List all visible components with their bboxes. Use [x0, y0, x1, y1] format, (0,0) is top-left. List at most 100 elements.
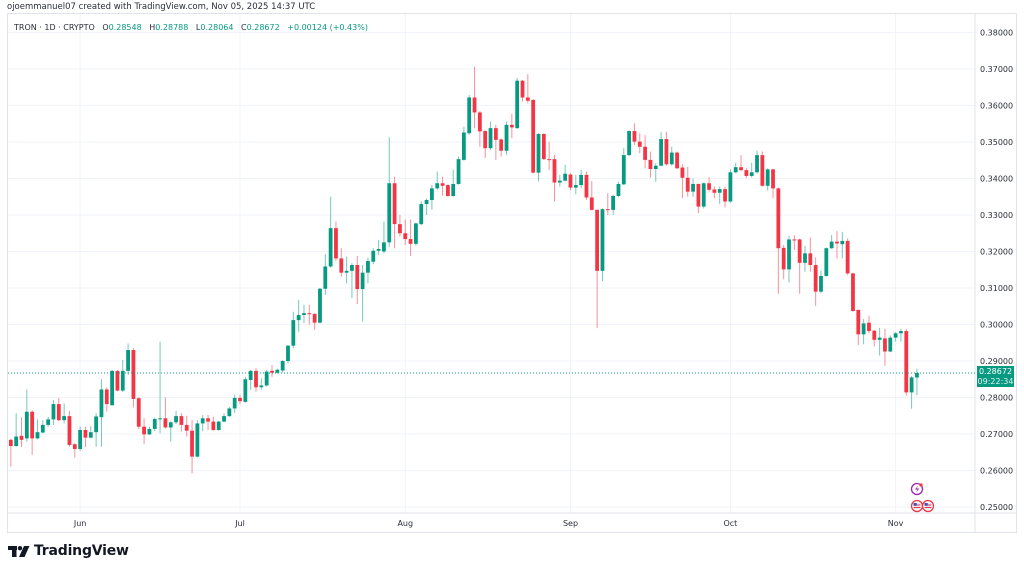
- candle-body: [845, 240, 850, 274]
- lightning-event-icon[interactable]: [910, 482, 924, 496]
- candle-body: [238, 397, 242, 402]
- candle-down: [4, 433, 8, 441]
- candle-up: [40, 420, 45, 434]
- candle-body: [419, 204, 424, 225]
- candle-up: [152, 417, 157, 432]
- candle-up: [456, 156, 461, 185]
- candle-body: [755, 155, 759, 173]
- candle-body: [563, 173, 568, 181]
- candle-body: [717, 189, 722, 193]
- candle-down: [835, 231, 839, 259]
- candle-body: [691, 183, 695, 192]
- candle-up: [915, 368, 919, 396]
- candle-up: [147, 426, 152, 436]
- candle-body: [259, 385, 264, 388]
- candle-up: [563, 164, 568, 182]
- candle-body: [493, 128, 498, 140]
- candle-down: [254, 368, 258, 392]
- candle-body: [136, 398, 141, 427]
- candle-body: [195, 423, 200, 457]
- candle-down: [739, 155, 743, 172]
- time-tick-label: Oct: [723, 519, 737, 528]
- candle-down: [792, 235, 797, 251]
- grid-lines: [8, 14, 975, 513]
- candle-body: [680, 167, 685, 178]
- candle-body: [797, 239, 802, 263]
- candle-down: [781, 244, 786, 280]
- candle-body: [488, 128, 493, 149]
- candle-up: [691, 178, 695, 197]
- us-flag-event-icon[interactable]: [921, 499, 935, 513]
- candle-body: [669, 152, 674, 165]
- candle-up: [174, 411, 178, 425]
- candle-body: [787, 239, 791, 270]
- candle-down: [509, 113, 514, 139]
- candle-down: [142, 418, 146, 444]
- candle-body: [355, 265, 360, 290]
- candle-down: [8, 438, 13, 467]
- open-label: O: [102, 23, 109, 32]
- candle-down: [355, 255, 360, 305]
- candle-up: [126, 343, 130, 375]
- candle-body: [19, 435, 24, 440]
- candle-up: [717, 186, 722, 205]
- candle-body: [408, 239, 413, 244]
- candle-up: [888, 335, 893, 353]
- candle-body: [893, 333, 898, 338]
- candle-body: [286, 345, 290, 361]
- candle-down: [67, 411, 72, 447]
- tradingview-logo[interactable]: TradingView: [8, 543, 129, 559]
- candle-body: [46, 419, 51, 425]
- chart-frame: [7, 13, 1017, 533]
- candle-up: [504, 121, 509, 155]
- candle-body: [414, 223, 418, 244]
- time-tick-label: Jul: [234, 519, 245, 528]
- candle-up: [557, 174, 562, 187]
- candle-body: [152, 419, 157, 429]
- candle-body: [552, 159, 557, 183]
- low-value: 0.28064: [200, 23, 234, 32]
- candle-body: [366, 260, 370, 273]
- candle-up: [24, 389, 29, 442]
- candle-down: [19, 417, 24, 448]
- candle-up: [909, 375, 914, 409]
- candle-down: [190, 420, 194, 474]
- candle-down: [584, 171, 589, 201]
- time-axis[interactable]: Jun Jul Aug Sep Oct Nov: [73, 519, 904, 528]
- candle-down: [56, 397, 61, 422]
- time-tick-label: Jun: [73, 519, 87, 528]
- candle-body: [467, 97, 472, 134]
- candle-down: [744, 168, 749, 179]
- candle-body: [445, 185, 450, 197]
- candle-up: [414, 222, 418, 246]
- candle-up: [861, 319, 866, 345]
- time-tick-label: Nov: [888, 519, 904, 528]
- candle-up: [387, 137, 392, 247]
- candle-body: [584, 174, 589, 198]
- candle-down: [312, 313, 317, 330]
- candle-up: [232, 394, 237, 413]
- candle-body: [829, 241, 834, 249]
- price-tick-label: 0.31000: [980, 284, 1013, 293]
- candle-body: [387, 183, 392, 243]
- candle-body: [264, 371, 269, 386]
- candle-body: [334, 228, 338, 259]
- candle-body: [72, 444, 77, 449]
- close-label: C: [241, 23, 247, 32]
- time-tick-label: Sep: [563, 519, 578, 528]
- candle-up: [893, 332, 898, 342]
- candle-down: [184, 415, 189, 437]
- close-value: 0.28672: [246, 23, 280, 32]
- candle-body: [877, 337, 882, 340]
- candle-up: [627, 130, 632, 156]
- candle-up: [88, 425, 93, 439]
- candle-body: [600, 209, 605, 271]
- price-tick-label: 0.32000: [980, 248, 1013, 257]
- candle-body: [675, 152, 679, 169]
- candle-body: [653, 165, 658, 170]
- price-axis[interactable]: 0.38000 0.37000 0.36000 0.35000 0.34000 0.330…: [980, 29, 1013, 513]
- candle-down: [856, 309, 861, 345]
- us-flag-event-icon[interactable]: [910, 499, 924, 513]
- candle-body: [616, 183, 621, 197]
